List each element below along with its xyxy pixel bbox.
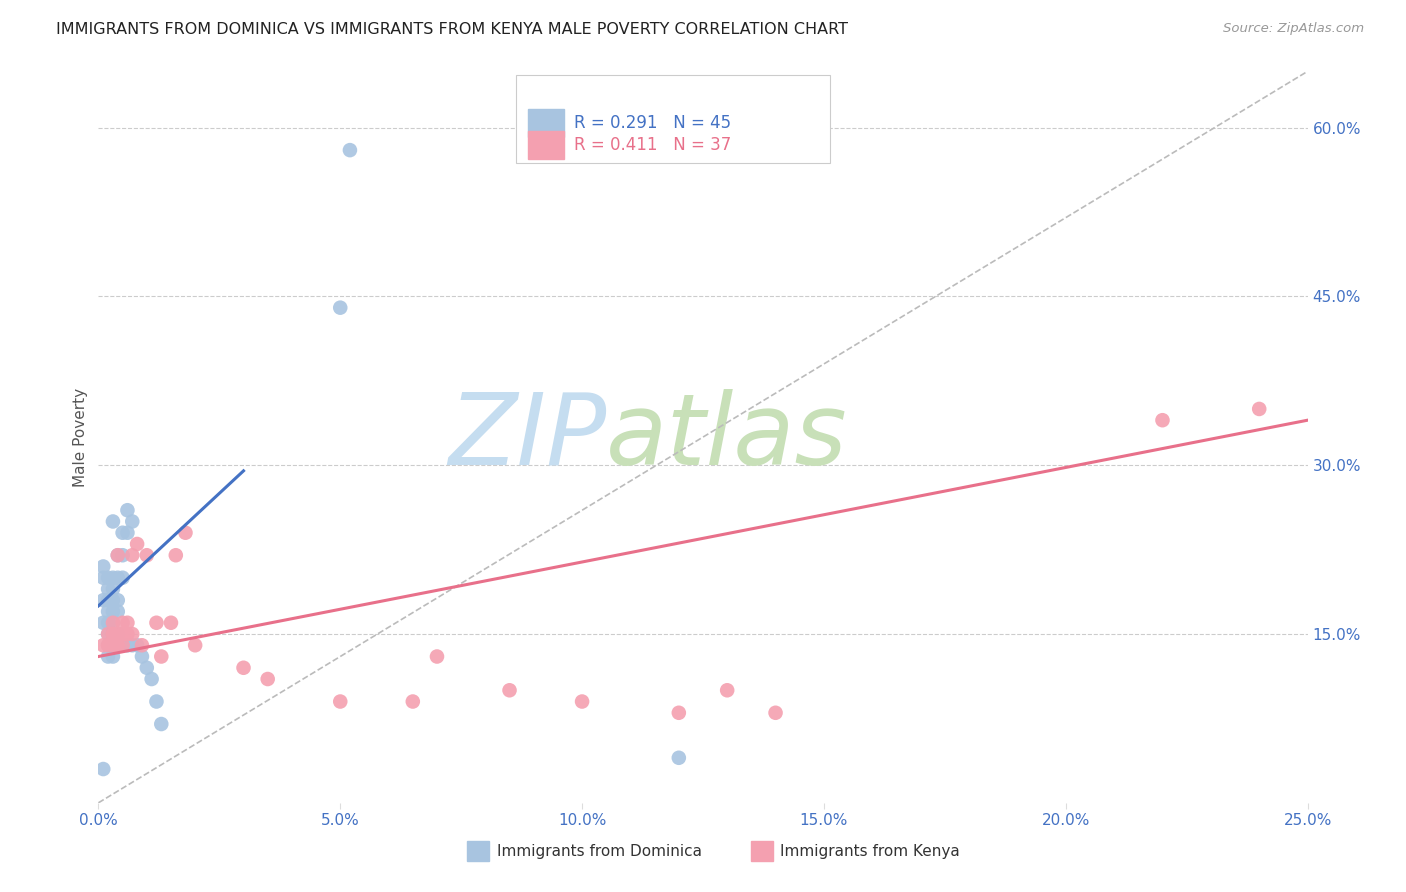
Point xyxy=(101,649,124,664)
Bar xyxy=(527,110,564,137)
Point xyxy=(145,694,167,708)
Point xyxy=(101,593,124,607)
Point xyxy=(141,672,163,686)
Point xyxy=(668,751,690,765)
Point xyxy=(97,582,120,596)
Point xyxy=(111,615,134,630)
Point xyxy=(107,627,129,641)
Point xyxy=(329,301,352,315)
Text: R = 0.291   N = 45: R = 0.291 N = 45 xyxy=(574,114,731,132)
Point xyxy=(668,706,690,720)
Point xyxy=(1249,401,1271,416)
Point xyxy=(135,548,157,562)
Point xyxy=(101,582,124,596)
Point xyxy=(111,525,134,540)
Point xyxy=(232,661,254,675)
Text: atlas: atlas xyxy=(606,389,848,485)
Point xyxy=(101,627,124,641)
Point xyxy=(97,571,120,585)
Point xyxy=(91,615,114,630)
Point xyxy=(107,605,129,619)
Y-axis label: Male Poverty: Male Poverty xyxy=(73,387,89,487)
Point xyxy=(184,638,207,652)
Point xyxy=(101,571,124,585)
Point xyxy=(111,638,134,652)
Point xyxy=(111,548,134,562)
Point xyxy=(329,694,352,708)
Point xyxy=(97,627,120,641)
Point xyxy=(107,571,129,585)
Text: ZIP: ZIP xyxy=(449,389,606,485)
Point xyxy=(131,638,153,652)
Point xyxy=(101,638,124,652)
Point xyxy=(97,649,120,664)
Point xyxy=(101,615,124,630)
Point xyxy=(107,548,129,562)
Bar xyxy=(527,131,564,159)
Point xyxy=(426,649,449,664)
Point xyxy=(117,638,139,652)
Point xyxy=(145,615,167,630)
Point xyxy=(127,537,149,551)
Point xyxy=(135,661,157,675)
Point xyxy=(121,627,143,641)
Point xyxy=(571,694,593,708)
Bar xyxy=(751,841,773,862)
Point xyxy=(107,548,129,562)
Point xyxy=(339,143,361,157)
Point xyxy=(91,559,114,574)
Point xyxy=(101,515,124,529)
Point xyxy=(91,638,114,652)
Point xyxy=(107,627,129,641)
Point xyxy=(165,548,187,562)
Point xyxy=(97,605,120,619)
Point xyxy=(107,593,129,607)
Point xyxy=(117,525,139,540)
Point xyxy=(402,694,425,708)
Point xyxy=(256,672,278,686)
Point xyxy=(101,627,124,641)
Bar xyxy=(467,841,489,862)
Point xyxy=(111,627,134,641)
Point xyxy=(131,649,153,664)
Point xyxy=(91,571,114,585)
Point xyxy=(498,683,520,698)
Point xyxy=(111,638,134,652)
FancyBboxPatch shape xyxy=(516,75,830,163)
Point xyxy=(121,638,143,652)
Point xyxy=(97,638,120,652)
Point xyxy=(117,627,139,641)
Point xyxy=(107,638,129,652)
Point xyxy=(101,638,124,652)
Point xyxy=(101,615,124,630)
Point xyxy=(117,615,139,630)
Point xyxy=(91,593,114,607)
Point xyxy=(121,548,143,562)
Point xyxy=(716,683,738,698)
Point xyxy=(111,571,134,585)
Point xyxy=(97,638,120,652)
Point xyxy=(174,525,197,540)
Point xyxy=(765,706,787,720)
Point xyxy=(97,593,120,607)
Text: IMMIGRANTS FROM DOMINICA VS IMMIGRANTS FROM KENYA MALE POVERTY CORRELATION CHART: IMMIGRANTS FROM DOMINICA VS IMMIGRANTS F… xyxy=(56,22,848,37)
Text: R = 0.411   N = 37: R = 0.411 N = 37 xyxy=(574,136,731,154)
Point xyxy=(101,605,124,619)
Point xyxy=(97,615,120,630)
Point xyxy=(150,649,173,664)
Text: Immigrants from Kenya: Immigrants from Kenya xyxy=(780,844,960,859)
Point xyxy=(1152,413,1174,427)
Point xyxy=(160,615,183,630)
Text: Immigrants from Dominica: Immigrants from Dominica xyxy=(498,844,703,859)
Point xyxy=(150,717,173,731)
Point xyxy=(121,515,143,529)
Point xyxy=(117,503,139,517)
Point xyxy=(97,627,120,641)
Text: Source: ZipAtlas.com: Source: ZipAtlas.com xyxy=(1223,22,1364,36)
Point xyxy=(91,762,114,776)
Point xyxy=(127,638,149,652)
